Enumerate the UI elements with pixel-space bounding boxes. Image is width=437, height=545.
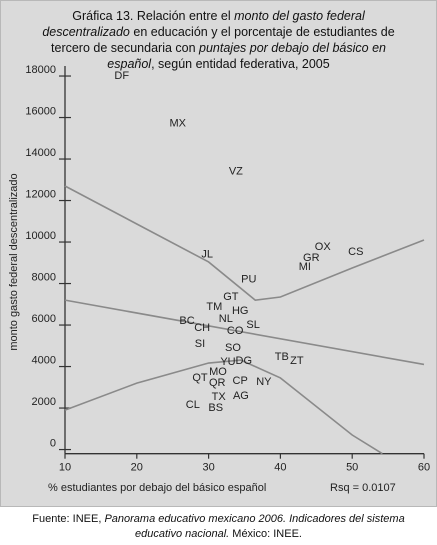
source-run: México: INEE. [229,528,302,540]
fit-line [64,299,425,366]
chart: 0 2000 4000 6000 8000 10000 12000 14000 16000 180… [8,64,430,494]
point-label: TX [212,391,227,403]
y-tick-label: 0 [50,437,56,449]
fit-line [64,359,383,455]
y-tick-label: 14000 [25,147,56,159]
title-run: monto del gasto federal descentralizado [42,9,365,39]
point-label: CL [186,399,200,411]
point-label: GR [303,252,320,264]
title-run: puntajes por debajo del básico en españo… [107,41,386,71]
y-axis-label: monto gasto federal descentralizado [8,173,20,350]
source-run: Fuente: INEE, [32,513,105,525]
point-label: QR [209,377,226,389]
point-label: NY [256,376,272,388]
point-label: DF [114,70,129,82]
point-label: OX [315,241,332,253]
source-note: Fuente: INEE, Panorama educativo mexican… [8,512,429,542]
y-tick-label: 16000 [25,105,56,117]
point-label: BC [179,315,194,327]
x-tick-label: 60 [418,462,430,474]
y-tick-label: 2000 [32,396,56,408]
source-run: Panorama educativo mexicano 2006. Indica… [104,513,405,540]
point-label: JL [201,248,213,260]
point-label: SO [225,342,241,354]
point-label: MO [209,366,227,378]
y-tick-label: 8000 [32,271,56,283]
point-label: NL [219,313,233,325]
x-tick-label: 50 [346,462,358,474]
annotation: Rsq = 0.0107 [330,482,396,494]
y-tick-label: 10000 [25,230,56,242]
point-label: PU [241,273,256,285]
point-label: GT [223,291,239,303]
point-label: VZ [229,165,243,177]
point-label: CS [348,246,363,258]
fit-line [64,185,425,301]
title-run: en educación y el porcentaje de estudian… [51,25,395,55]
x-tick-label: 20 [131,462,143,474]
point-label: ZT [290,355,304,367]
point-label: DG [236,355,253,367]
point-label: SI [195,338,205,350]
x-tick-label: 10 [59,462,71,474]
chart-title: Gráfica 13. Relación entre el monto del … [30,8,407,72]
y-tick-label: 4000 [32,354,56,366]
y-tick-label: 6000 [32,313,56,325]
x-axis-label: % estudiantes por debajo del básico espa… [48,482,266,494]
point-label: TM [206,301,222,313]
point-label: QT [192,372,208,384]
point-label: TB [275,351,289,363]
title-run: Gráfica 13. Relación entre el [72,9,235,23]
point-label: SL [246,319,259,331]
point-label: CH [194,322,210,334]
point-label: MX [169,118,186,130]
point-label: CP [233,375,248,387]
x-tick-label: 30 [202,462,214,474]
point-label: AG [233,390,249,402]
chart-panel [0,0,437,507]
y-tick-label: 18000 [25,64,56,76]
point-label: HG [232,305,249,317]
point-label: YU [220,356,235,368]
point-label: MI [299,261,311,273]
point-label: BS [208,402,223,414]
title-run: , según entidad federativa, 2005 [151,57,330,71]
point-label: CO [227,325,244,337]
y-tick-label: 12000 [25,188,56,200]
x-tick-label: 40 [274,462,286,474]
